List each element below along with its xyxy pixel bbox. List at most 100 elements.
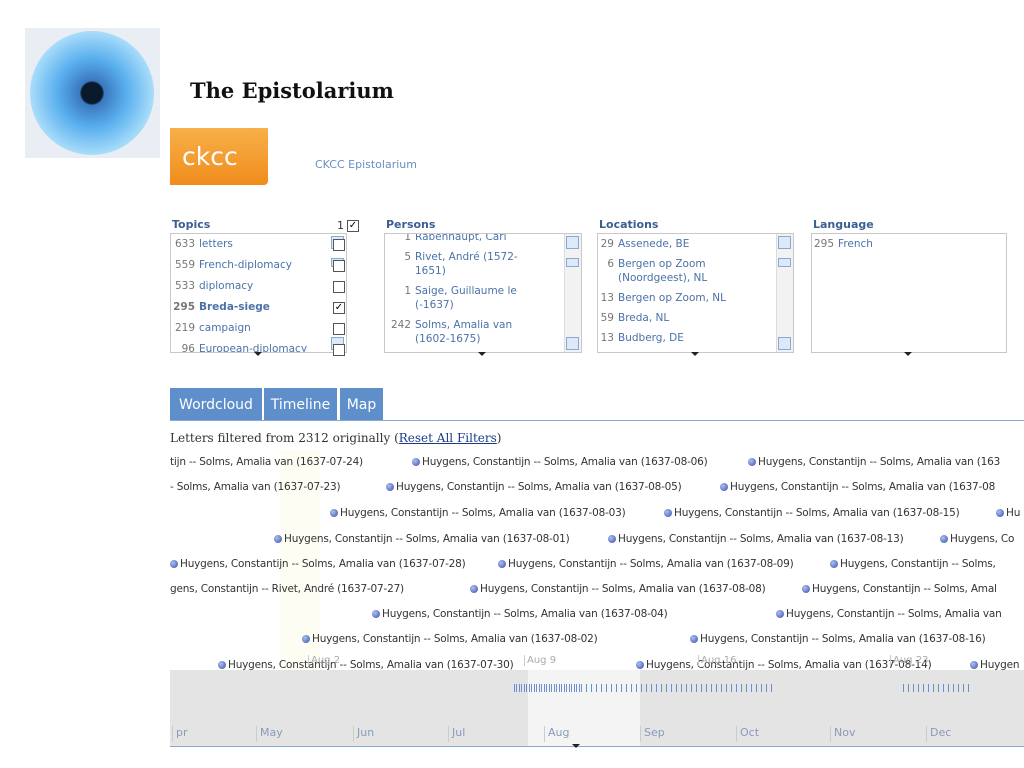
event[interactable]: Huygens, Constantijn -- Solms, Amalia va…	[776, 608, 1002, 620]
checkbox[interactable]	[333, 239, 345, 251]
event[interactable]: Huygens, Constantijn -- Solms, Amalia va…	[330, 507, 626, 519]
scroll-down[interactable]	[566, 337, 579, 350]
event-dot[interactable]	[372, 610, 380, 618]
event-dot[interactable]	[690, 635, 698, 643]
event-dot[interactable]	[170, 560, 178, 568]
facet-item[interactable]: 29 Assenede, BE	[600, 237, 750, 251]
event[interactable]: gens, Constantijn -- Rivet, André (1637-…	[170, 583, 404, 595]
event[interactable]: Huygens, Constantijn -- Solms, Amalia va…	[372, 608, 668, 620]
ckcc-logo[interactable]: ckcc	[170, 128, 268, 185]
facet-item[interactable]: 5 Rivet, André (1572-1651)	[387, 250, 537, 278]
facet-item[interactable]: 295 French	[814, 237, 994, 251]
facet-list[interactable]: 295 French	[811, 233, 1007, 353]
event-dot[interactable]	[940, 535, 948, 543]
event-dot[interactable]	[830, 560, 838, 568]
checkbox[interactable]	[333, 281, 345, 293]
checkbox[interactable]: ✓	[333, 302, 345, 314]
event[interactable]: Huygens, Constantijn -- Solms, Amalia va…	[720, 481, 995, 493]
event-dot[interactable]	[636, 661, 644, 669]
facet-item[interactable]: 1 Rabenhaupt, Carl	[387, 234, 537, 244]
event-tick	[928, 684, 929, 692]
facet-item[interactable]: 242 Solms, Amalia van (1602-1675)	[387, 318, 537, 346]
event[interactable]: Huygens, Constantijn -- Solms, Amalia va…	[664, 507, 960, 519]
reset-link[interactable]: Reset All Filters	[398, 431, 497, 445]
subtitle[interactable]: CKCC Epistolarium	[315, 158, 417, 171]
event-dot[interactable]	[776, 610, 784, 618]
event[interactable]: tijn -- Solms, Amalia van (1637-07-24)	[170, 456, 363, 468]
facet-item[interactable]: 13 Bergen op Zoom, NL	[600, 291, 750, 305]
event-dot[interactable]	[330, 509, 338, 517]
event-dot[interactable]	[274, 535, 282, 543]
event-dot[interactable]	[996, 509, 1004, 517]
event-dot[interactable]	[218, 661, 226, 669]
event[interactable]: Huygens, Co	[940, 533, 1014, 545]
event-dot[interactable]	[412, 458, 420, 466]
facet-list[interactable]: 633 letters 559 French-diplomacy 533 diplomac…	[170, 233, 347, 353]
scroll-up[interactable]	[566, 236, 579, 249]
event-dot[interactable]	[970, 661, 978, 669]
event[interactable]: Huygens, Constantijn -- Solms, Amal	[802, 583, 997, 595]
facet-item[interactable]: 219 campaign	[173, 321, 313, 335]
scrollbar[interactable]	[564, 234, 581, 352]
facet-item[interactable]: 59 Breda, NL	[600, 311, 750, 325]
event[interactable]: Huygens, Constantijn -- Solms, Amalia va…	[690, 633, 986, 645]
scroll-down[interactable]	[778, 337, 791, 350]
event[interactable]: - Solms, Amalia van (1637-07-23)	[170, 481, 341, 493]
item-label: French-diplomacy	[199, 259, 292, 271]
facet-item[interactable]: 633 letters	[173, 237, 313, 251]
checkbox[interactable]	[333, 260, 345, 272]
event[interactable]: Huygens, Constantijn -- Solms, Amalia va…	[412, 456, 708, 468]
event-tick	[601, 684, 602, 692]
scroll-thumb[interactable]	[566, 258, 579, 267]
scrollbar[interactable]	[776, 234, 793, 352]
event-tick	[963, 684, 964, 692]
scroll-thumb[interactable]	[778, 258, 791, 267]
event[interactable]: Huygens, Constantijn -- Solms, Amalia va…	[636, 659, 932, 671]
facet-item[interactable]: 1 Saige, Guillaume le (-1637)	[387, 284, 537, 312]
facet-toggle[interactable]	[478, 352, 486, 360]
checkbox[interactable]: ✓	[347, 220, 359, 232]
facet-item[interactable]: 295 Breda-siege	[173, 300, 313, 314]
facet-item[interactable]: 6 Bergen op Zoom (Noordgeest), NL	[600, 257, 750, 285]
event[interactable]: Huygens, Constantijn -- Solms, Amalia va…	[498, 558, 794, 570]
facet-toggle[interactable]	[690, 352, 699, 360]
event-dot[interactable]	[802, 585, 810, 593]
event[interactable]: Hu	[996, 507, 1020, 519]
facet-list[interactable]: 29 Assenede, BE 6 Bergen op Zoom (Noordgees…	[597, 233, 794, 353]
checkbox[interactable]	[333, 344, 345, 356]
facet-item[interactable]: 96 European-diplomacy	[173, 342, 313, 352]
facet-toggle[interactable]	[904, 352, 912, 360]
tab[interactable]: Map	[340, 388, 383, 420]
event[interactable]: Huygens, Constantijn -- Solms, Amalia va…	[274, 533, 570, 545]
event-label: Huygens, Constantijn -- Solms, Amalia va…	[340, 507, 626, 519]
facet-list[interactable]: 1 Rabenhaupt, Carl 5 Rivet, André (1572-165…	[384, 233, 582, 353]
tab[interactable]: Wordcloud	[170, 388, 262, 420]
event[interactable]: Huygens, Constantijn -- Solms, Amalia va…	[170, 558, 466, 570]
facet-item[interactable]: 533 diplomacy	[173, 279, 313, 293]
event[interactable]: Huygens, Constantijn -- Solms, Amalia va…	[748, 456, 1000, 468]
event-dot[interactable]	[748, 458, 756, 466]
event-dot[interactable]	[664, 509, 672, 517]
event[interactable]: Huygens, Constantijn -- Solms, Amalia va…	[302, 633, 598, 645]
event-dot[interactable]	[720, 483, 728, 491]
event[interactable]: Huygen	[970, 659, 1020, 671]
facet-item[interactable]: 13 Budberg, DE	[600, 331, 750, 345]
event-dot[interactable]	[608, 535, 616, 543]
event[interactable]: Huygens, Constantijn -- Solms, Amalia va…	[608, 533, 904, 545]
event-label: Huygens, Constantijn -- Solms, Amalia va…	[396, 481, 682, 493]
event[interactable]: Huygens, Constantijn -- Solms, Amalia va…	[470, 583, 766, 595]
event-dot[interactable]	[470, 585, 478, 593]
facet-item[interactable]: 559 French-diplomacy	[173, 258, 313, 272]
scroll-up[interactable]	[778, 236, 791, 249]
timeline[interactable]: tijn -- Solms, Amalia van (1637-07-24) Hu…	[170, 450, 1024, 747]
event-dot[interactable]	[386, 483, 394, 491]
event-dot[interactable]	[498, 560, 506, 568]
event[interactable]: Huygens, Constantijn -- Solms, Amalia va…	[218, 659, 514, 671]
facet-toggle[interactable]	[253, 352, 262, 360]
event-dot[interactable]	[302, 635, 310, 643]
checkbox[interactable]	[333, 323, 345, 335]
tab[interactable]: Timeline	[264, 388, 337, 420]
event-tick	[526, 684, 527, 692]
event[interactable]: Huygens, Constantijn -- Solms,	[830, 558, 996, 570]
event[interactable]: Huygens, Constantijn -- Solms, Amalia va…	[386, 481, 682, 493]
